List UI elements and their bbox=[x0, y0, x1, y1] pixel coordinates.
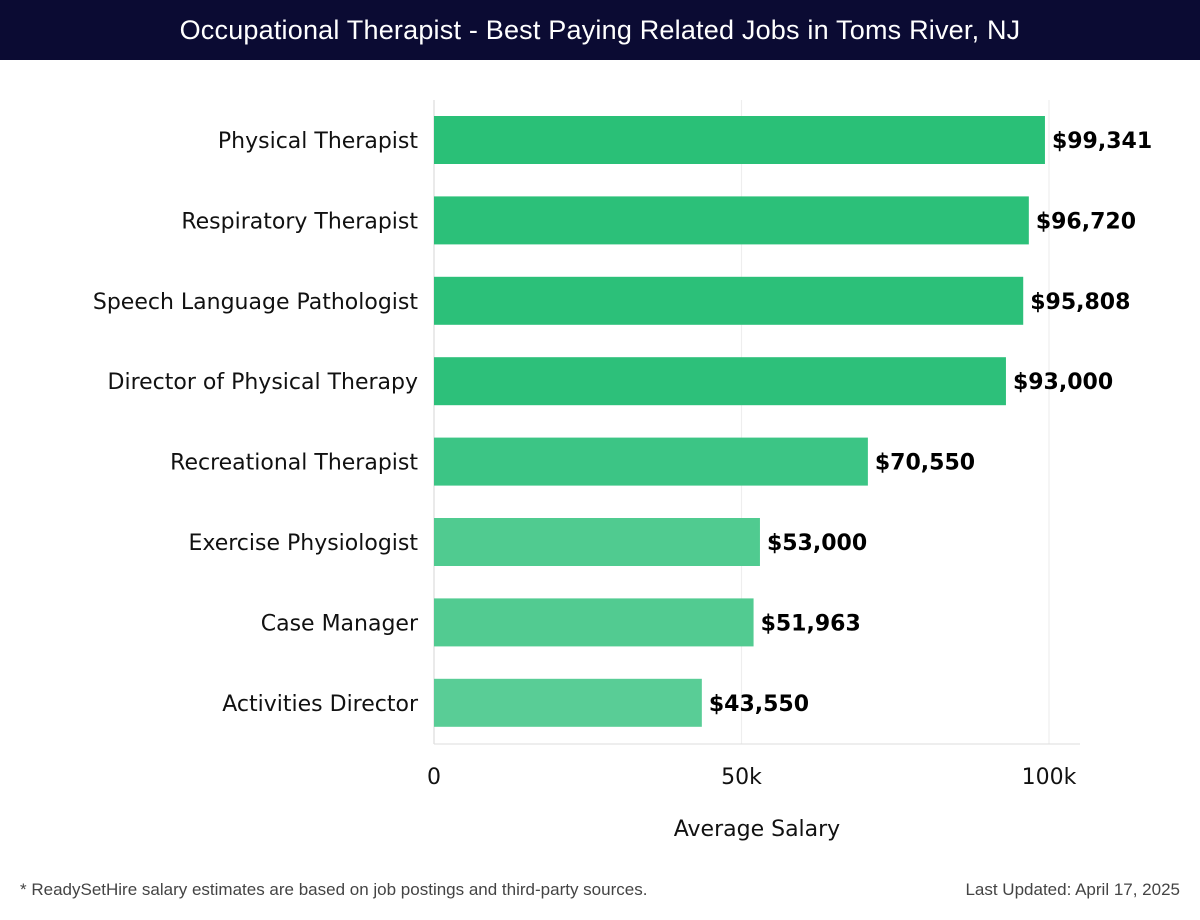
footnote: * ReadySetHire salary estimates are base… bbox=[20, 880, 648, 899]
category-label: Physical Therapist bbox=[218, 129, 418, 154]
bar bbox=[434, 357, 1006, 406]
x-tick-label: 100k bbox=[1022, 765, 1077, 790]
value-label: $96,720 bbox=[1036, 209, 1136, 234]
value-label: $99,341 bbox=[1052, 129, 1152, 154]
category-label: Case Manager bbox=[261, 611, 419, 636]
salary-bar-chart: Physical Therapist $99,341 Respiratory The… bbox=[93, 100, 1152, 842]
bar bbox=[434, 437, 868, 486]
category-label: Recreational Therapist bbox=[170, 451, 418, 476]
bar bbox=[434, 678, 702, 727]
bar bbox=[434, 518, 760, 566]
chart-title: Occupational Therapist - Best Paying Rel… bbox=[0, 0, 1200, 60]
bar bbox=[434, 276, 1024, 325]
value-label: $70,550 bbox=[875, 451, 975, 476]
bar bbox=[434, 116, 1045, 164]
value-label: $53,000 bbox=[767, 531, 867, 556]
category-label: Activities Director bbox=[222, 692, 419, 717]
bar bbox=[434, 598, 754, 647]
value-label: $93,000 bbox=[1013, 370, 1113, 395]
label-layer: Physical Therapist $99,341 Respiratory The… bbox=[93, 129, 1152, 717]
x-axis-title: Average Salary bbox=[674, 817, 840, 842]
x-tick-label: 50k bbox=[721, 765, 762, 790]
category-label: Director of Physical Therapy bbox=[108, 370, 418, 395]
value-label: $43,550 bbox=[709, 692, 809, 717]
x-tick-label: 0 bbox=[427, 765, 441, 790]
category-label: Speech Language Pathologist bbox=[93, 290, 418, 315]
bar-layer bbox=[434, 116, 1045, 727]
value-label: $95,808 bbox=[1030, 290, 1130, 315]
category-label: Exercise Physiologist bbox=[188, 531, 418, 556]
axis-layer: 0 50k 100k Average Salary bbox=[427, 765, 1077, 842]
value-label: $51,963 bbox=[761, 611, 861, 636]
category-label: Respiratory Therapist bbox=[181, 209, 418, 234]
last-updated: Last Updated: April 17, 2025 bbox=[965, 880, 1180, 899]
bar bbox=[434, 196, 1029, 245]
